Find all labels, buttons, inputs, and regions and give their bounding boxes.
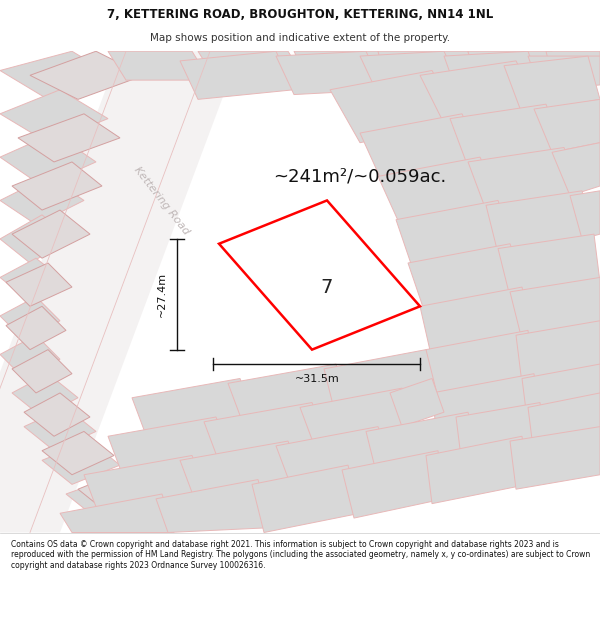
Text: ~31.5m: ~31.5m: [295, 374, 339, 384]
Polygon shape: [180, 441, 306, 509]
Polygon shape: [456, 402, 546, 465]
Polygon shape: [180, 51, 294, 99]
Polygon shape: [378, 51, 474, 75]
Polygon shape: [204, 402, 330, 470]
Polygon shape: [468, 51, 558, 75]
Polygon shape: [0, 335, 60, 379]
Polygon shape: [60, 494, 174, 532]
Polygon shape: [252, 465, 360, 532]
Polygon shape: [546, 51, 600, 75]
Polygon shape: [156, 479, 270, 532]
Polygon shape: [78, 470, 156, 513]
Text: Contains OS data © Crown copyright and database right 2021. This information is : Contains OS data © Crown copyright and d…: [11, 540, 590, 570]
Polygon shape: [42, 441, 120, 484]
Polygon shape: [426, 436, 528, 504]
Polygon shape: [510, 278, 600, 340]
Polygon shape: [24, 408, 96, 451]
Polygon shape: [42, 431, 114, 475]
Polygon shape: [408, 244, 528, 316]
Polygon shape: [276, 427, 396, 494]
Polygon shape: [522, 364, 600, 427]
Polygon shape: [528, 56, 600, 90]
Polygon shape: [528, 393, 600, 456]
Polygon shape: [6, 263, 72, 306]
Polygon shape: [360, 51, 462, 94]
Polygon shape: [366, 412, 480, 479]
Polygon shape: [12, 162, 102, 210]
Polygon shape: [360, 114, 486, 186]
Polygon shape: [0, 51, 240, 532]
Polygon shape: [378, 157, 504, 229]
Polygon shape: [504, 56, 600, 114]
Polygon shape: [0, 90, 108, 142]
Text: 7, KETTERING ROAD, BROUGHTON, KETTERING, NN14 1NL: 7, KETTERING ROAD, BROUGHTON, KETTERING,…: [107, 8, 493, 21]
Polygon shape: [12, 349, 72, 393]
Polygon shape: [0, 215, 72, 263]
Polygon shape: [510, 427, 600, 489]
Polygon shape: [420, 287, 534, 359]
Polygon shape: [294, 51, 390, 75]
Polygon shape: [468, 148, 582, 210]
Polygon shape: [219, 201, 420, 349]
Polygon shape: [420, 61, 540, 124]
Polygon shape: [108, 51, 210, 80]
Polygon shape: [498, 234, 600, 297]
Text: Kettering Road: Kettering Road: [133, 164, 191, 236]
Polygon shape: [12, 374, 78, 417]
Polygon shape: [516, 321, 600, 383]
Polygon shape: [0, 176, 84, 224]
Polygon shape: [24, 393, 90, 436]
Polygon shape: [534, 99, 600, 152]
Polygon shape: [30, 51, 144, 99]
Text: Map shows position and indicative extent of the property.: Map shows position and indicative extent…: [150, 33, 450, 44]
Polygon shape: [198, 51, 306, 80]
Text: 7: 7: [321, 278, 333, 296]
Polygon shape: [396, 201, 516, 272]
Polygon shape: [390, 379, 444, 427]
Polygon shape: [108, 417, 234, 484]
Polygon shape: [84, 456, 210, 523]
Text: ~241m²/~0.059ac.: ~241m²/~0.059ac.: [274, 168, 446, 186]
Polygon shape: [0, 51, 120, 99]
Polygon shape: [132, 379, 258, 446]
Polygon shape: [486, 191, 594, 253]
Polygon shape: [18, 114, 120, 162]
Polygon shape: [6, 306, 66, 349]
Polygon shape: [426, 331, 534, 402]
Polygon shape: [444, 51, 540, 90]
Polygon shape: [228, 364, 354, 431]
Polygon shape: [0, 297, 60, 340]
Polygon shape: [552, 142, 600, 196]
Text: ~27.4m: ~27.4m: [157, 272, 167, 317]
Polygon shape: [0, 258, 66, 301]
Polygon shape: [276, 51, 384, 94]
Polygon shape: [330, 71, 462, 142]
Polygon shape: [432, 374, 540, 446]
Polygon shape: [0, 133, 96, 186]
Polygon shape: [450, 104, 564, 167]
Polygon shape: [342, 451, 444, 518]
Polygon shape: [324, 349, 438, 417]
Polygon shape: [12, 210, 90, 258]
Polygon shape: [300, 388, 420, 456]
Polygon shape: [66, 475, 150, 518]
Polygon shape: [570, 191, 600, 239]
